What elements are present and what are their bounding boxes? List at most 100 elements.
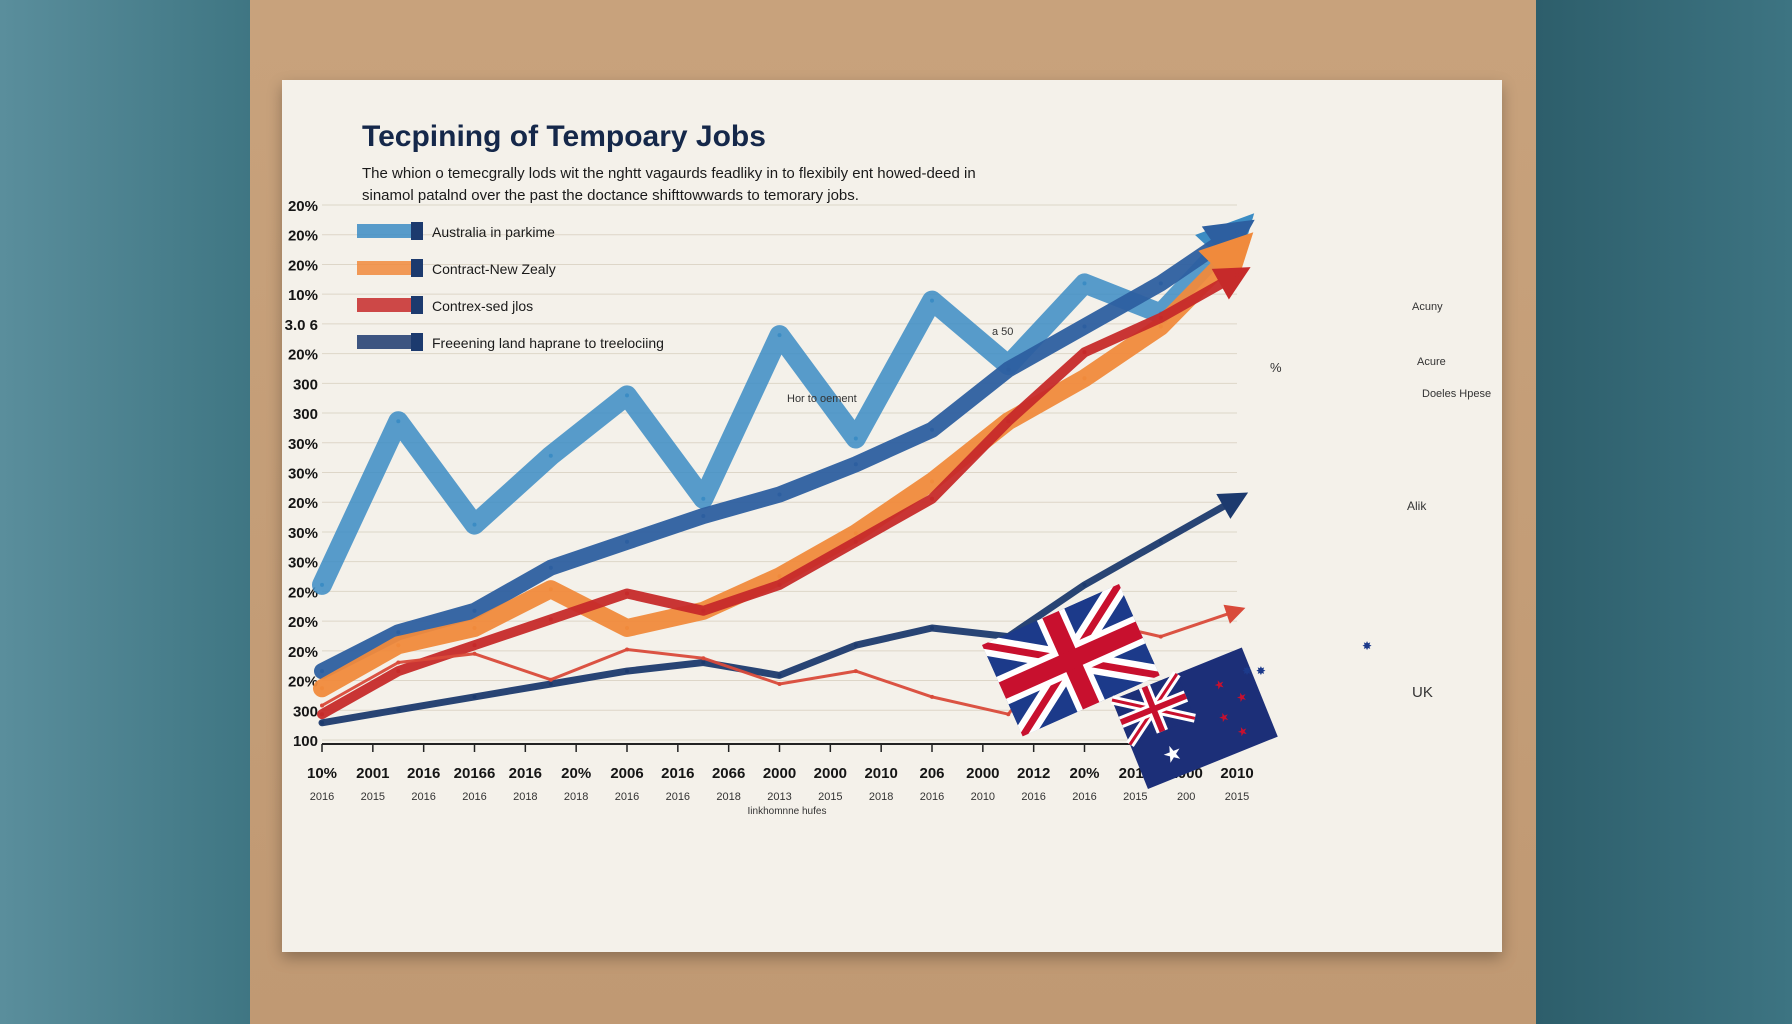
series-point [930, 427, 934, 432]
uk-flag-icon [982, 583, 1160, 737]
annotation-2: a 50 [992, 326, 1013, 338]
series-point [1235, 608, 1239, 613]
series-point [625, 669, 629, 674]
chart-poster: Tecpining of Tempoary Jobs The whion o t… [282, 80, 1502, 952]
x-tick-label: 2000 [814, 765, 847, 782]
annotation-1: Hor to oement [787, 393, 857, 405]
x-tick-sublabel: 2010 [971, 791, 995, 803]
series-arrowhead [1223, 604, 1246, 624]
x-tick-label: 2000 [763, 765, 796, 782]
series-point [777, 333, 782, 338]
x-tick-label: 2010 [1220, 765, 1253, 782]
legend-label: Australia in parkime [432, 224, 555, 240]
y-tick-label: 20% [288, 584, 318, 601]
x-tick-label: 2001 [356, 765, 389, 782]
series-point [472, 643, 477, 648]
y-tick-label: 30% [288, 466, 318, 483]
side-label-3: Doeles Hpese [1422, 388, 1491, 400]
series-point [396, 660, 401, 665]
x-tick-sublabel: 2013 [767, 791, 791, 803]
series-point [701, 514, 706, 518]
series-point [472, 626, 477, 630]
series-point [701, 656, 706, 661]
series-point [472, 651, 477, 656]
side-label-2: Acure [1417, 356, 1446, 368]
series-point [472, 522, 477, 527]
x-tick-sublabel: 2016 [920, 791, 944, 803]
series-point [853, 531, 858, 536]
series-point [1158, 315, 1163, 320]
side-label-5: Alik [1407, 499, 1427, 513]
series-point [320, 669, 324, 674]
x-tick-label: 2012 [1017, 765, 1050, 782]
legend-swatch [357, 261, 411, 275]
series-point [930, 694, 934, 699]
series-point [625, 591, 629, 596]
series-point [1158, 281, 1163, 286]
series-point [472, 694, 477, 699]
legend-swatch [357, 298, 411, 312]
series-point [1082, 350, 1087, 355]
series-point [701, 660, 706, 665]
legend-flag-icon [411, 259, 423, 277]
y-tick-label: 20% [288, 257, 318, 274]
side-label-1: Acuny [1412, 301, 1443, 313]
x-tick-sublabel: 2016 [1072, 791, 1096, 803]
y-tick-label: 30% [288, 525, 318, 542]
series-point [930, 298, 934, 303]
series-point [1235, 229, 1239, 234]
series-point [320, 712, 324, 717]
series-point [396, 707, 401, 712]
series-point [1158, 324, 1163, 329]
series-point [853, 669, 858, 674]
series-point [853, 436, 858, 441]
series-point [1158, 634, 1163, 639]
series-point [777, 492, 782, 497]
x-axis [321, 743, 1247, 752]
series-arrowhead [1216, 492, 1249, 519]
x-tick-sublabel: 2015 [361, 791, 385, 803]
x-tick-sublabel: 2015 [1123, 791, 1147, 803]
y-tick-label: 300 [293, 376, 318, 393]
chart-subtitle-line-1: The whion o temecgrally lods wit the ngh… [362, 165, 976, 182]
x-tick-sublabel: 2018 [513, 791, 537, 803]
series-point [396, 419, 401, 424]
series-point [320, 720, 324, 725]
series-point [1082, 582, 1087, 587]
chart-title: Tecpining of Tempoary Jobs [362, 120, 766, 153]
x-tick-label: 2016 [509, 765, 542, 782]
series-point [777, 574, 782, 579]
series-point [396, 643, 401, 648]
series-point [701, 496, 706, 501]
y-tick-label: 20% [288, 644, 318, 661]
x-tick-label: 2016 [407, 765, 440, 782]
x-tick-label: 2006 [610, 765, 643, 782]
x-tick-sublabel: 2016 [1021, 791, 1045, 803]
series-point [320, 703, 324, 708]
series-point [548, 617, 553, 622]
y-axis-labels: 100 300 20% 20% 20% 20% 30% 30% 20% 30% 30% 300 300 2… [285, 198, 318, 750]
series-point [853, 643, 858, 648]
series-point [777, 682, 782, 686]
x-axis-caption: Iinkhomnne hufes [748, 806, 827, 817]
x-tick-label: 2010 [864, 765, 897, 782]
svg-text:★: ★ [1216, 709, 1231, 726]
side-label-6: UK [1412, 684, 1433, 701]
x-tick-label: 2016 [661, 765, 694, 782]
series-point [1082, 281, 1087, 286]
series-point [548, 565, 553, 570]
y-tick-label: 10% [288, 287, 318, 304]
legend-label: Freeening land haprane to treelociing [432, 335, 664, 351]
series-point [1006, 712, 1011, 717]
x-tick-sublabel: 2015 [818, 791, 842, 803]
x-axis-labels: 10% 2016 2001 2015 2016 2016 20166 2016 2016 2018… [307, 765, 1254, 817]
legend-flag-icon [411, 333, 423, 351]
series-point [1235, 496, 1239, 501]
series-point [625, 393, 629, 398]
y-tick-label: 3.0 6 [285, 317, 318, 334]
series-point [1082, 324, 1087, 329]
svg-text:★: ★ [1212, 676, 1227, 693]
y-tick-label: 30% [288, 436, 318, 453]
series-point [930, 496, 934, 501]
series-point [1235, 272, 1239, 277]
